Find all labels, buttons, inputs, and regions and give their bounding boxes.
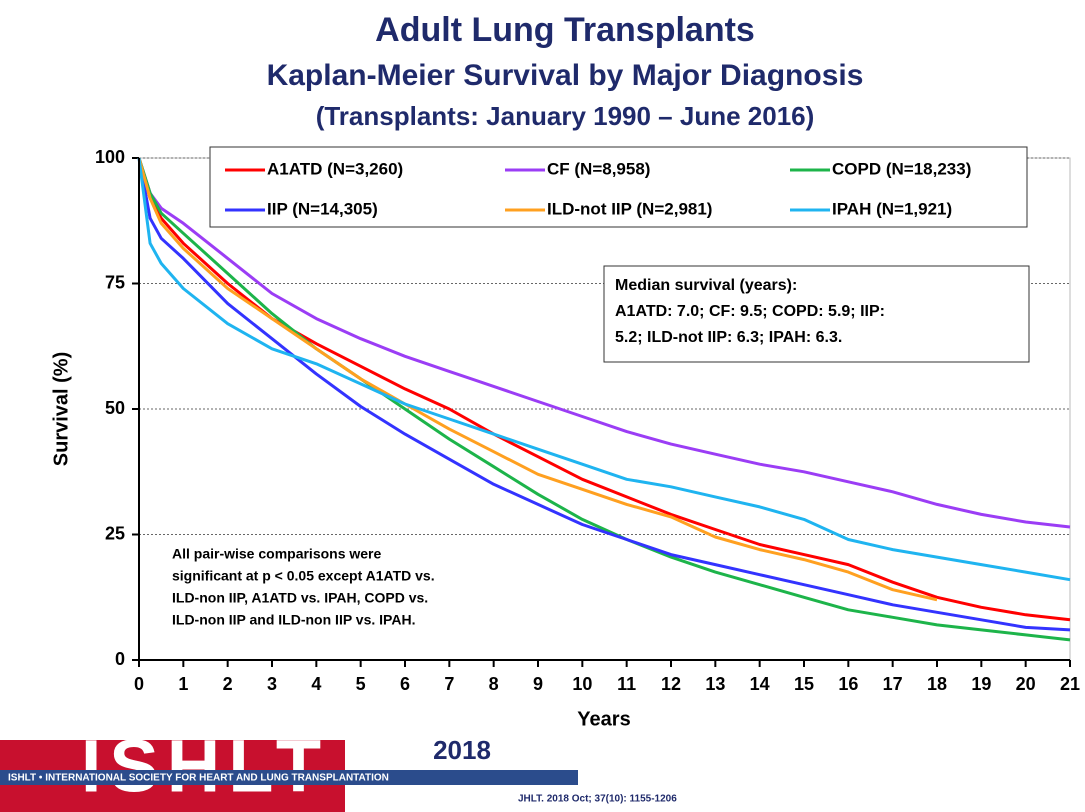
year-text: 2018 bbox=[433, 735, 491, 765]
x-tick-label: 6 bbox=[400, 674, 410, 694]
legend-label: IPAH (N=1,921) bbox=[832, 199, 952, 218]
x-tick-label: 15 bbox=[794, 674, 814, 694]
y-tick-label: 75 bbox=[105, 272, 125, 292]
chart-subtitle: (Transplants: January 1990 – June 2016) bbox=[316, 101, 815, 131]
median-text: A1ATD: 7.0; CF: 9.5; COPD: 5.9; IIP: bbox=[615, 303, 885, 320]
median-text: Median survival (years): bbox=[615, 277, 797, 294]
x-tick-label: 14 bbox=[750, 674, 770, 694]
x-tick-label: 20 bbox=[1016, 674, 1036, 694]
legend-label: A1ATD (N=3,260) bbox=[267, 159, 403, 178]
x-tick-label: 11 bbox=[617, 674, 636, 694]
note-text: significant at p < 0.05 except A1ATD vs. bbox=[172, 568, 435, 584]
x-tick-label: 13 bbox=[705, 674, 725, 694]
x-tick-label: 1 bbox=[178, 674, 188, 694]
chart-title: Adult Lung Transplants bbox=[375, 11, 755, 49]
y-tick-label: 0 bbox=[115, 649, 125, 669]
chart-subtitle: Kaplan-Meier Survival by Major Diagnosis bbox=[267, 59, 864, 92]
legend-label: COPD (N=18,233) bbox=[832, 159, 971, 178]
x-tick-label: 7 bbox=[444, 674, 454, 694]
legend-label: CF (N=8,958) bbox=[547, 159, 650, 178]
logo-text: ISHLT bbox=[81, 725, 329, 808]
y-axis-label: Survival (%) bbox=[50, 352, 72, 466]
x-tick-label: 19 bbox=[971, 674, 991, 694]
footer: ISHLT ISHLT • INTERNATIONAL SOCIETY FOR … bbox=[0, 725, 677, 812]
legend-label: IIP (N=14,305) bbox=[267, 199, 378, 218]
society-text: ISHLT • INTERNATIONAL SOCIETY FOR HEART … bbox=[8, 773, 389, 784]
x-tick-label: 0 bbox=[134, 674, 144, 694]
y-tick-label: 25 bbox=[105, 523, 125, 543]
x-tick-label: 10 bbox=[572, 674, 592, 694]
x-tick-label: 18 bbox=[927, 674, 947, 694]
series-line bbox=[137, 157, 1071, 622]
note-text: All pair-wise comparisons were bbox=[172, 546, 382, 562]
series-line bbox=[137, 157, 1071, 529]
society-band bbox=[0, 770, 578, 785]
x-tick-label: 4 bbox=[311, 674, 321, 694]
note-text: ILD-non IIP, A1ATD vs. IPAH, COPD vs. bbox=[172, 590, 428, 606]
x-tick-label: 8 bbox=[489, 674, 499, 694]
series-line bbox=[137, 157, 938, 602]
series-line bbox=[137, 157, 1071, 632]
x-tick-label: 3 bbox=[267, 674, 277, 694]
x-tick-label: 9 bbox=[533, 674, 543, 694]
y-tick-label: 50 bbox=[105, 398, 125, 418]
x-axis-label: Years bbox=[577, 708, 630, 730]
note-text: ILD-non IIP and ILD-non IIP vs. IPAH. bbox=[172, 612, 415, 628]
x-tick-label: 2 bbox=[223, 674, 233, 694]
legend-box bbox=[209, 146, 1028, 228]
x-tick-label: 12 bbox=[661, 674, 681, 694]
y-tick-label: 100 bbox=[95, 147, 125, 167]
series-line bbox=[137, 157, 1071, 642]
series-line bbox=[137, 157, 1071, 582]
citation-text: JHLT. 2018 Oct; 37(10): 1155-1206 bbox=[518, 794, 677, 805]
legend-label: ILD-not IIP (N=2,981) bbox=[547, 199, 712, 218]
x-tick-label: 17 bbox=[883, 674, 903, 694]
x-tick-label: 5 bbox=[356, 674, 366, 694]
x-tick-label: 21 bbox=[1060, 674, 1080, 694]
median-text: 5.2; ILD-not IIP: 6.3; IPAH: 6.3. bbox=[615, 329, 842, 346]
x-tick-label: 16 bbox=[838, 674, 858, 694]
median-box bbox=[603, 265, 1030, 363]
